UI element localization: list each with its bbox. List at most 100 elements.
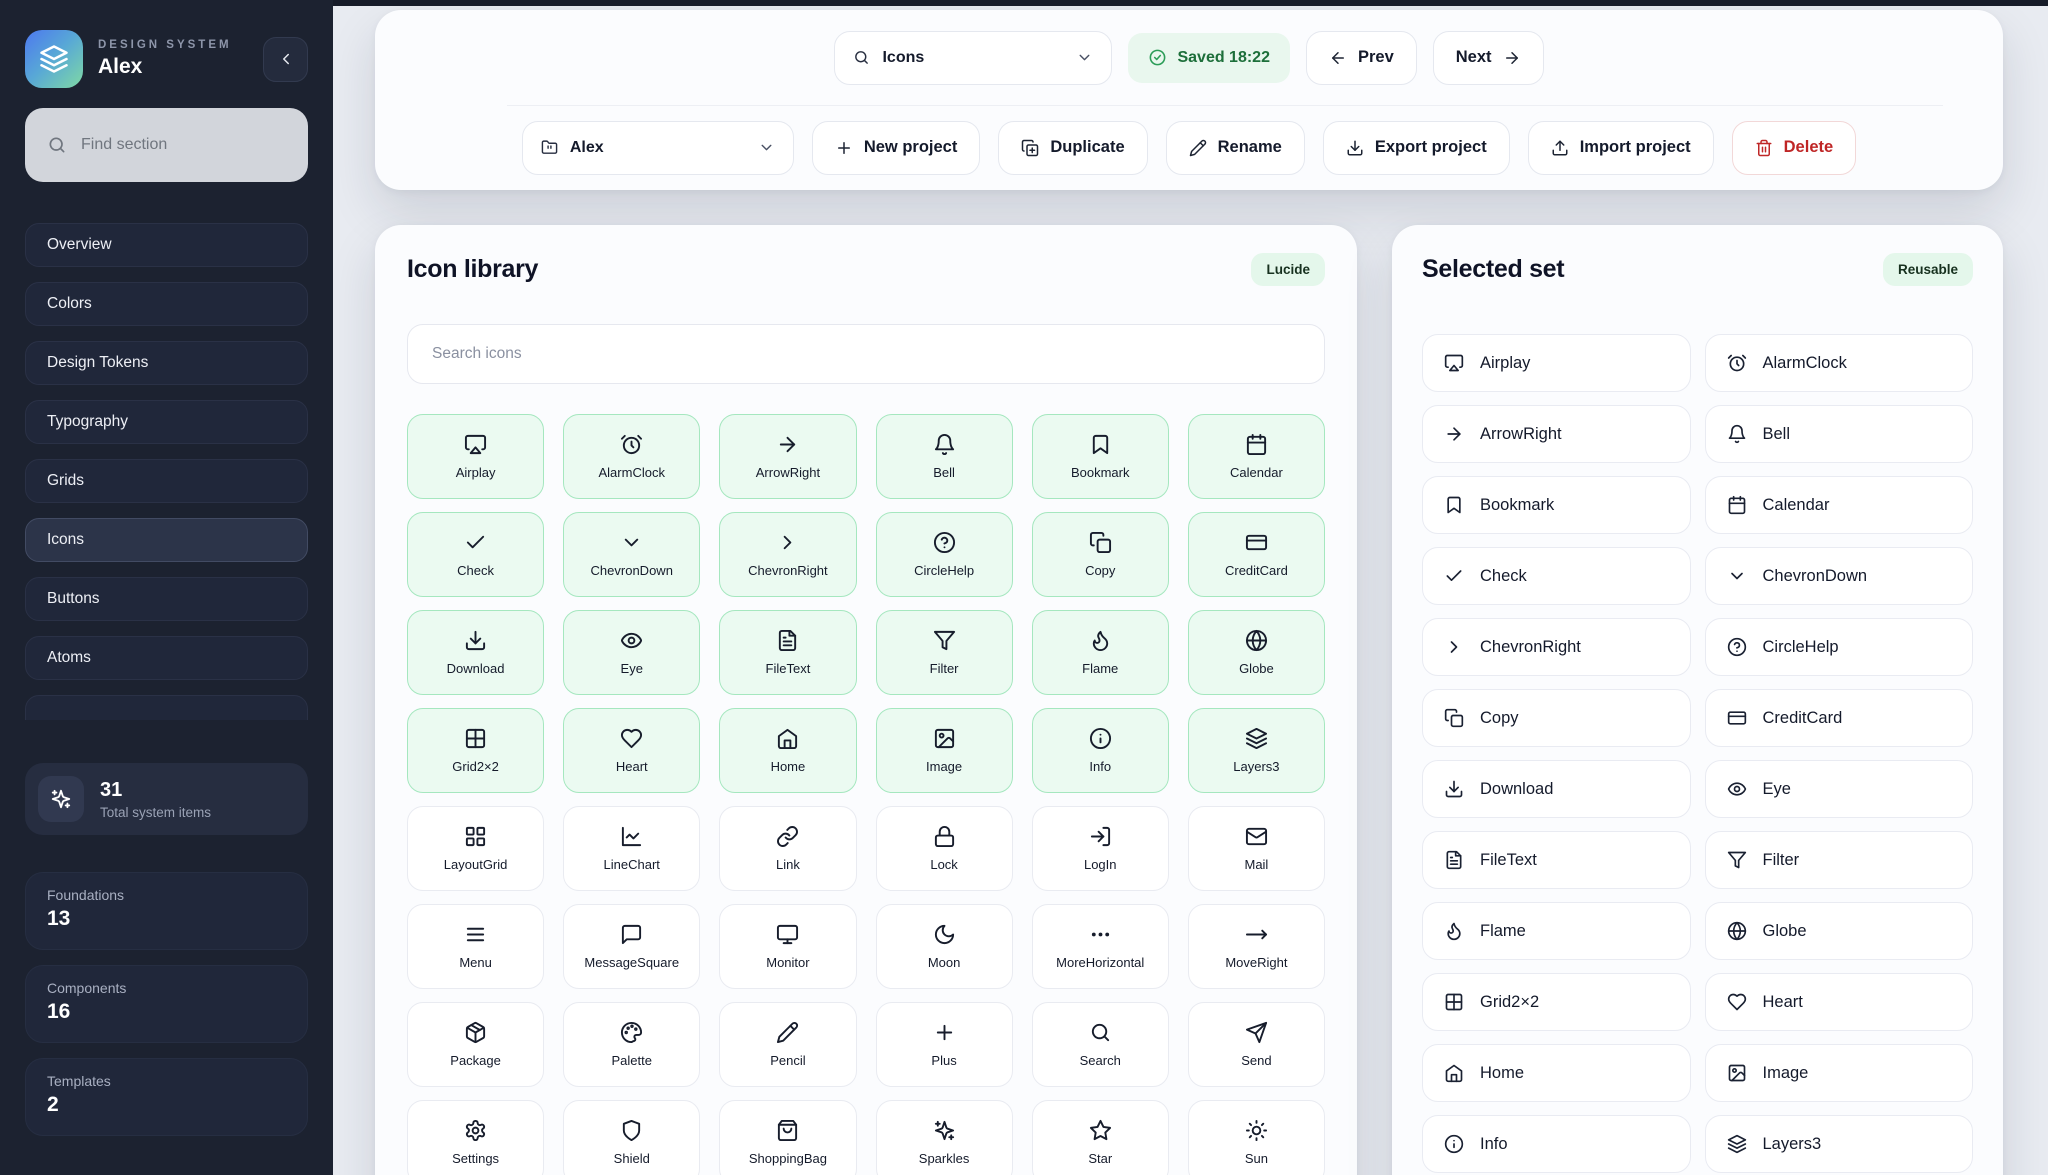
search-icons-input[interactable]	[432, 345, 1300, 363]
selected-item-bookmark[interactable]: Bookmark	[1422, 476, 1691, 534]
icon-tile-sun[interactable]: Sun	[1187, 1100, 1325, 1175]
icon-tile-shield[interactable]: Shield	[563, 1100, 701, 1175]
icon-tile-layers3[interactable]: Layers3	[1187, 708, 1325, 793]
section-select[interactable]: Icons	[834, 30, 1113, 85]
project-select[interactable]: Alex	[521, 120, 794, 175]
selected-item-alarmclock[interactable]: AlarmClock	[1704, 334, 1973, 392]
icon-tile-flame[interactable]: Flame	[1031, 610, 1169, 695]
icon-tile-bookmark[interactable]: Bookmark	[1031, 414, 1169, 499]
icon-tile-creditcard[interactable]: CreditCard	[1187, 512, 1325, 597]
selected-item-check[interactable]: Check	[1422, 547, 1691, 605]
icon-tile-copy[interactable]: Copy	[1031, 512, 1169, 597]
stat-value: 13	[47, 907, 71, 930]
icon-tile-arrowright[interactable]: ArrowRight	[719, 414, 857, 499]
icon-tile-globe[interactable]: Globe	[1187, 610, 1325, 695]
new-project-button[interactable]: New project	[811, 120, 981, 175]
icon-tile-info[interactable]: Info	[1031, 708, 1169, 793]
icon-tile-settings[interactable]: Settings	[407, 1100, 545, 1175]
rename-button[interactable]: Rename	[1165, 120, 1305, 175]
icon-tile-sparkles[interactable]: Sparkles	[875, 1100, 1013, 1175]
icon-tile-chevrondown[interactable]: ChevronDown	[563, 512, 701, 597]
selected-item-circlehelp[interactable]: CircleHelp	[1704, 618, 1973, 676]
icon-tile-pencil[interactable]: Pencil	[719, 1002, 857, 1087]
export-project-button[interactable]: Export project	[1322, 120, 1510, 175]
icon-tile-mail[interactable]: Mail	[1187, 806, 1325, 891]
icon-tile-search[interactable]: Search	[1031, 1002, 1169, 1087]
icon-tile-heart[interactable]: Heart	[563, 708, 701, 793]
icon-tile-shoppingbag[interactable]: ShoppingBag	[719, 1100, 857, 1175]
selected-item-info[interactable]: Info	[1422, 1115, 1691, 1173]
selected-item-filetext[interactable]: FileText	[1422, 831, 1691, 889]
icon-tile-moon[interactable]: Moon	[875, 904, 1013, 989]
icon-tile-lock[interactable]: Lock	[875, 806, 1013, 891]
sidebar-item-design-tokens[interactable]: Design Tokens	[25, 341, 308, 385]
delete-button[interactable]: Delete	[1731, 120, 1857, 175]
icon-tile-link[interactable]: Link	[719, 806, 857, 891]
tile-label: Home	[770, 759, 806, 774]
selected-item-chevrondown[interactable]: ChevronDown	[1704, 547, 1973, 605]
sidebar-item-overview[interactable]: Overview	[25, 223, 308, 267]
prev-button[interactable]: Prev	[1305, 30, 1417, 85]
icon-tile-chevronright[interactable]: ChevronRight	[719, 512, 857, 597]
selected-item-home[interactable]: Home	[1422, 1044, 1691, 1102]
selected-item-eye[interactable]: Eye	[1704, 760, 1973, 818]
next-button-label: Next	[1455, 48, 1492, 66]
next-button[interactable]: Next	[1432, 30, 1544, 85]
icon-tile-send[interactable]: Send	[1187, 1002, 1325, 1087]
tile-label: Star	[1088, 1151, 1113, 1166]
sidebar-collapse-button[interactable]	[263, 36, 308, 82]
icon-tile-circlehelp[interactable]: CircleHelp	[875, 512, 1013, 597]
icon-tile-download[interactable]: Download	[407, 610, 545, 695]
sidebar-item-grids[interactable]: Grids	[25, 459, 308, 503]
selected-item-grid2-2[interactable]: Grid2×2	[1422, 973, 1691, 1031]
selected-item-calendar[interactable]: Calendar	[1704, 476, 1973, 534]
icon-tile-morehorizontal[interactable]: MoreHorizontal	[1031, 904, 1169, 989]
selected-item-download[interactable]: Download	[1422, 760, 1691, 818]
icon-tile-star[interactable]: Star	[1031, 1100, 1169, 1175]
icon-tile-messagesquare[interactable]: MessageSquare	[563, 904, 701, 989]
icon-tile-layoutgrid[interactable]: LayoutGrid	[407, 806, 545, 891]
selected-item-chevronright[interactable]: ChevronRight	[1422, 618, 1691, 676]
sidebar-item-atoms[interactable]: Atoms	[25, 636, 308, 680]
selected-item-bell[interactable]: Bell	[1704, 405, 1973, 463]
icon-tile-filter[interactable]: Filter	[875, 610, 1013, 695]
selected-item-flame[interactable]: Flame	[1422, 902, 1691, 960]
selected-item-filter[interactable]: Filter	[1704, 831, 1973, 889]
selected-item-creditcard[interactable]: CreditCard	[1704, 689, 1973, 747]
sidebar-item-colors[interactable]: Colors	[25, 282, 308, 326]
icon-tile-moveright[interactable]: MoveRight	[1187, 904, 1325, 989]
icon-tile-menu[interactable]: Menu	[407, 904, 545, 989]
icon-tile-airplay[interactable]: Airplay	[407, 414, 545, 499]
icon-tile-plus[interactable]: Plus	[875, 1002, 1013, 1087]
selected-item-copy[interactable]: Copy	[1422, 689, 1691, 747]
selected-item-image[interactable]: Image	[1704, 1044, 1973, 1102]
import-project-button[interactable]: Import project	[1527, 120, 1714, 175]
icon-tile-palette[interactable]: Palette	[563, 1002, 701, 1087]
icon-tile-package[interactable]: Package	[407, 1002, 545, 1087]
icon-tile-alarmclock[interactable]: AlarmClock	[563, 414, 701, 499]
selected-item-airplay[interactable]: Airplay	[1422, 334, 1691, 392]
icon-tile-login[interactable]: LogIn	[1031, 806, 1169, 891]
selected-item-heart[interactable]: Heart	[1704, 973, 1973, 1031]
icon-tile-monitor[interactable]: Monitor	[719, 904, 857, 989]
icon-tile-grid2-2[interactable]: Grid2×2	[407, 708, 545, 793]
icon-tile-check[interactable]: Check	[407, 512, 545, 597]
tile-label: MoveRight	[1225, 955, 1288, 970]
icon-tile-calendar[interactable]: Calendar	[1187, 414, 1325, 499]
sidebar-item-typography[interactable]: Typography	[25, 400, 308, 444]
icon-tile-bell[interactable]: Bell	[875, 414, 1013, 499]
selected-item-layers3[interactable]: Layers3	[1704, 1115, 1973, 1173]
selected-item-label: ChevronRight	[1480, 637, 1581, 656]
icon-tile-home[interactable]: Home	[719, 708, 857, 793]
icon-tile-eye[interactable]: Eye	[563, 610, 701, 695]
find-section-input[interactable]	[81, 136, 286, 154]
duplicate-button[interactable]: Duplicate	[998, 120, 1148, 175]
sidebar-item-clipped[interactable]	[25, 695, 308, 720]
icon-tile-image[interactable]: Image	[875, 708, 1013, 793]
selected-item-globe[interactable]: Globe	[1704, 902, 1973, 960]
selected-item-arrowright[interactable]: ArrowRight	[1422, 405, 1691, 463]
icon-tile-filetext[interactable]: FileText	[719, 610, 857, 695]
icon-tile-linechart[interactable]: LineChart	[563, 806, 701, 891]
sidebar-item-icons[interactable]: Icons	[25, 518, 308, 562]
sidebar-item-buttons[interactable]: Buttons	[25, 577, 308, 621]
